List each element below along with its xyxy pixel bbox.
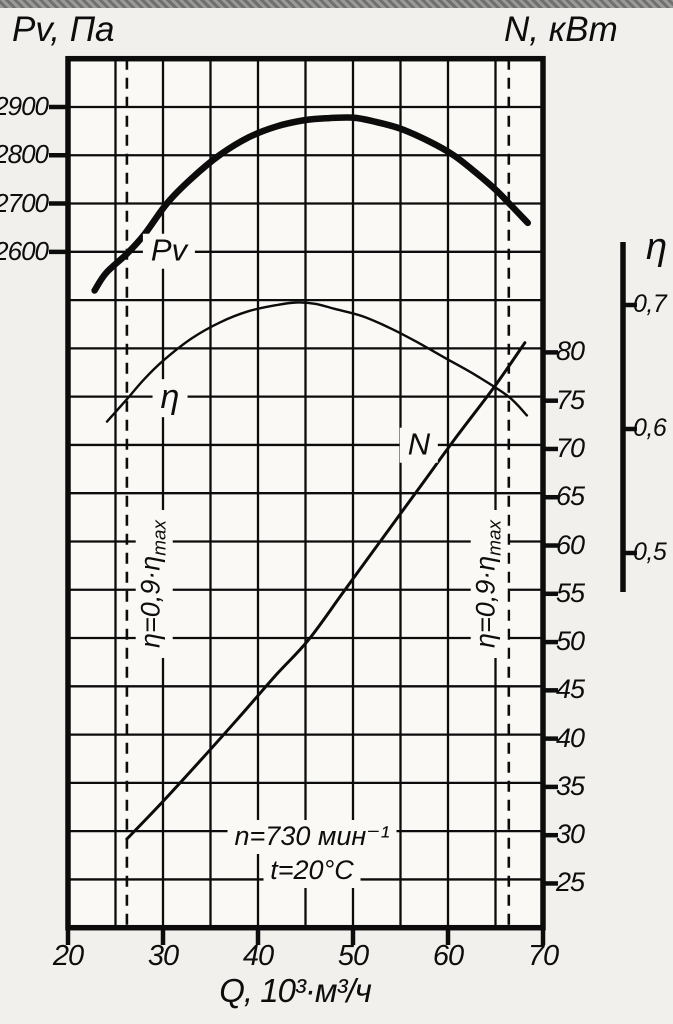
eta-max-reference-text: η=0,9·η xyxy=(470,555,501,648)
right-axis-tick-label-70: 70 xyxy=(556,432,585,463)
right-axis-tick-label-80: 80 xyxy=(556,336,585,367)
eta-max-reference-label-left: η=0,9·ηmax xyxy=(135,510,173,658)
left-axis-tick-label-2600: 2600 xyxy=(0,235,49,266)
plot-border xyxy=(65,55,546,931)
right-axis-tick-label-25: 25 xyxy=(556,867,585,898)
temperature-annotation: t=20°C xyxy=(263,853,361,888)
right-axis-tick-label-75: 75 xyxy=(556,384,585,415)
right-axis-tick-label-60: 60 xyxy=(556,529,585,560)
operating-conditions-annotation: n=730 мин⁻¹ t=20°C xyxy=(227,820,397,888)
n-curve-label: N xyxy=(399,427,439,463)
pv-curve xyxy=(91,114,532,294)
right-axis-title: N, кВт xyxy=(504,10,618,49)
right-axis-tick-label-30: 30 xyxy=(556,819,585,850)
x-axis-tick-label-60: 60 xyxy=(432,940,464,972)
eta-axis-tick-label-0.5: 0,5 xyxy=(633,538,667,566)
x-axis-title: Q, 10³·м³/ч xyxy=(219,972,372,1009)
scan-edge-strip xyxy=(0,0,673,8)
x-axis-tick-label-20: 20 xyxy=(52,940,84,972)
eta-max-reference-label-right: η=0,9·ηmax xyxy=(470,510,508,658)
left-axis-tick-label-2700: 2700 xyxy=(0,187,49,218)
left-axis-title: Pv, Па xyxy=(12,10,115,49)
x-axis-tick-label-50: 50 xyxy=(337,940,369,972)
right-axis-tick-label-40: 40 xyxy=(556,722,585,753)
right-axis-tick-label-35: 35 xyxy=(556,770,585,801)
left-axis-tick-label-2900: 2900 xyxy=(0,91,49,121)
eta-curve-label: η xyxy=(152,379,188,417)
left-axis-tick-label-2800: 2800 xyxy=(0,139,49,170)
x-axis-tick-label-30: 30 xyxy=(147,940,179,972)
right-axis-tick-label-45: 45 xyxy=(556,674,585,705)
eta-max-reference-subscript: max xyxy=(484,520,506,556)
pv-curve-label: Pv xyxy=(142,233,196,269)
eta-axis-tick-label-0.6: 0,6 xyxy=(633,414,667,442)
right-axis-tick-label-65: 65 xyxy=(556,481,585,512)
x-axis-tick-label-40: 40 xyxy=(242,940,274,972)
x-axis-tick-label-70: 70 xyxy=(527,940,559,972)
n-curve xyxy=(125,341,527,841)
eta-axis-tick-label-0.7: 0,7 xyxy=(633,290,667,318)
eta-curve xyxy=(105,301,529,423)
eta-max-reference-text: η=0,9·η xyxy=(135,555,166,648)
right-axis-tick-label-50: 50 xyxy=(556,626,585,657)
eta-max-reference-subscript: max xyxy=(149,520,171,556)
eta-axis-title: η xyxy=(646,226,668,268)
right-axis-tick-label-55: 55 xyxy=(556,577,585,608)
speed-annotation: n=730 мин⁻¹ xyxy=(227,820,397,854)
